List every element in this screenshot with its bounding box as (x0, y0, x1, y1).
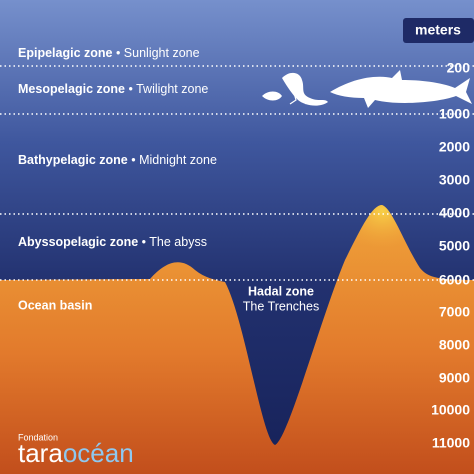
depth-scale: 200 1000 2000 3000 4000 5000 6000 7000 8000 9000 1… (431, 60, 470, 451)
ridge-highlight (345, 205, 420, 268)
logo: taraocéan (18, 438, 134, 468)
depth-label: 9000 (439, 370, 470, 386)
squid (282, 72, 328, 106)
depth-label: 8000 (439, 337, 470, 353)
depth-label: 11000 (432, 435, 470, 451)
depth-label: 7000 (439, 304, 470, 320)
shrimp (262, 91, 282, 101)
animals (262, 70, 472, 108)
hadal-common: The Trenches (243, 299, 319, 313)
tentacles (289, 85, 307, 105)
seafloor (0, 205, 474, 474)
unit-box (403, 18, 474, 43)
zone-label: Epipelagic zone • Sunlight zone (18, 46, 200, 60)
depth-label: 5000 (439, 238, 470, 254)
unit-label: meters (415, 22, 461, 38)
depth-label: 1000 (439, 106, 470, 122)
logo-foundation: Fondation (18, 432, 58, 442)
zone-label: Mesopelagic zone • Twilight zone (18, 82, 208, 96)
depth-label: 200 (447, 60, 471, 76)
basin-label: Ocean basin (18, 298, 92, 312)
depth-label: 10000 (431, 402, 470, 418)
zone-label: Abyssopelagic zone • The abyss (18, 235, 207, 249)
hadal-name: Hadal zone (248, 284, 314, 298)
shark (330, 70, 472, 108)
depth-label: 4000 (439, 205, 470, 221)
zone-label: Bathypelagic zone • Midnight zone (18, 153, 217, 167)
depth-label: 6000 (439, 272, 470, 288)
depth-label: 3000 (439, 172, 470, 188)
depth-label: 2000 (439, 139, 470, 155)
